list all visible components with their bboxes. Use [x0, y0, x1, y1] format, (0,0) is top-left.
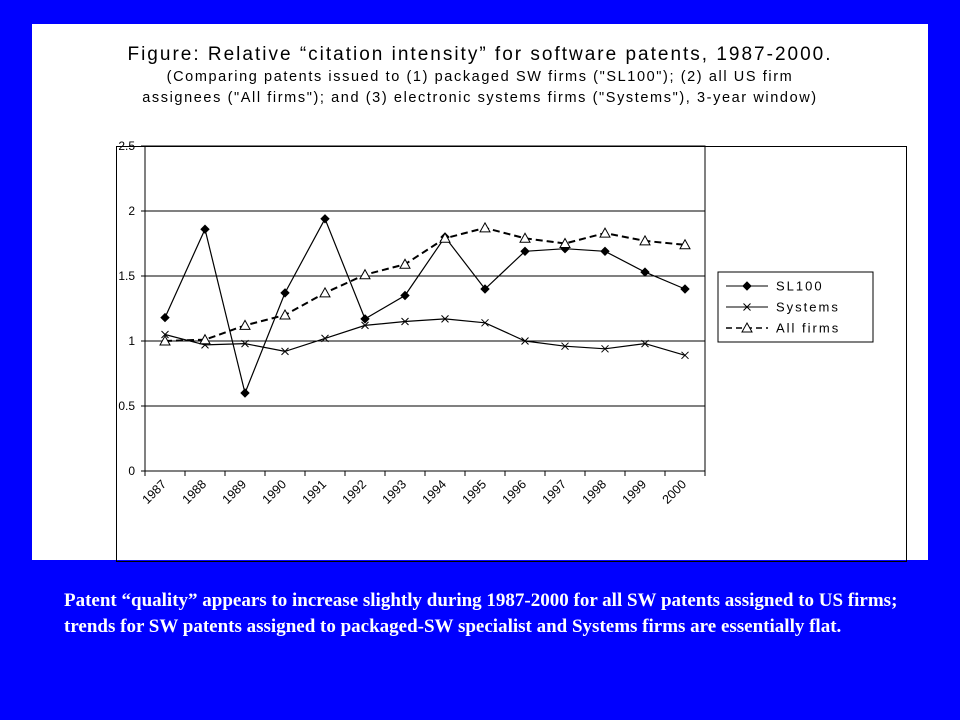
x-tick-label: 1994 — [420, 477, 450, 507]
x-marker — [521, 337, 529, 345]
series-sl100 — [160, 214, 690, 398]
legend-label: Systems — [776, 300, 840, 315]
plot-area-border — [144, 145, 706, 472]
diamond-marker — [160, 312, 170, 323]
x-tick-label: 1997 — [540, 477, 570, 507]
triangle-marker — [239, 319, 251, 330]
x-marker — [441, 315, 449, 323]
legend-entry: SL100 — [726, 279, 824, 294]
slide-caption: Patent “quality” appears to increase sli… — [64, 590, 898, 637]
x-tick-label: 1995 — [460, 477, 490, 507]
x-marker — [681, 351, 689, 360]
legend: SL100 Systems All firms — [717, 271, 874, 343]
x-marker — [161, 330, 169, 339]
x-marker — [281, 347, 289, 356]
line-chart: 0 0.5 1 1.5 2 2.5 1987 1988 1989 1990 1991 1992 1993… — [118, 139, 874, 507]
diamond-marker — [600, 246, 610, 257]
triangle-marker — [319, 286, 331, 298]
triangle-marker — [199, 333, 211, 345]
x-tick-label: 1998 — [580, 477, 610, 507]
diamond-marker — [480, 284, 490, 294]
x-marker — [601, 344, 609, 353]
diamond-marker — [400, 290, 410, 301]
y-tick-label: 1.5 — [118, 269, 135, 283]
x-marker — [321, 334, 329, 343]
diamond-marker — [200, 224, 210, 234]
chart-subtitle-line-1: (Comparing patents issued to (1) package… — [166, 69, 794, 85]
triangle-marker — [639, 234, 651, 246]
series-line — [164, 226, 686, 342]
triangle-marker — [559, 237, 571, 248]
diamond-marker — [742, 281, 752, 291]
x-tick-label: 1990 — [260, 477, 290, 507]
x-tick-label: 1989 — [220, 477, 250, 507]
x-tick-label: 1993 — [380, 477, 410, 507]
triangle-marker — [741, 321, 753, 333]
legend-label: SL100 — [776, 279, 824, 294]
x-tick-label: 1991 — [300, 477, 330, 507]
x-tick-label: 1996 — [500, 477, 530, 507]
chart-title: Figure: Relative “citation intensity” fo… — [127, 44, 833, 65]
diamond-marker — [520, 246, 530, 257]
triangle-marker — [519, 232, 531, 243]
y-tick-label: 1 — [128, 334, 135, 348]
diamond-marker — [360, 314, 370, 324]
x-marker — [241, 339, 249, 348]
legend-entry: Systems — [726, 300, 840, 315]
x-marker — [361, 321, 369, 330]
x-marker — [561, 342, 569, 351]
x-tick-label: 1999 — [620, 477, 650, 507]
x-marker — [743, 303, 751, 311]
x-marker — [401, 317, 409, 326]
chart-subtitle-line-2: assignees ("All firms"); and (3) electro… — [142, 90, 818, 106]
x-marker — [481, 318, 489, 327]
series-line — [164, 217, 686, 395]
y-tick-label: 2 — [128, 204, 135, 218]
legend-entry: All firms — [726, 321, 840, 336]
x-tick-label: 1988 — [180, 477, 210, 507]
diamond-marker — [640, 267, 650, 277]
triangle-marker — [679, 238, 691, 250]
triangle-marker — [359, 268, 371, 280]
diamond-marker — [680, 284, 690, 294]
grid-lines — [145, 145, 705, 472]
y-tick-label: 0 — [128, 464, 135, 478]
y-tick-label: 0.5 — [118, 399, 135, 413]
x-marker — [641, 339, 649, 348]
triangle-marker — [159, 334, 171, 346]
series-lines — [159, 214, 691, 398]
diamond-marker — [320, 214, 330, 224]
axes: 0 0.5 1 1.5 2 2.5 1987 1988 1989 1990 1991 1992 1993… — [118, 139, 706, 507]
x-tick-label: 1987 — [140, 477, 170, 507]
diamond-marker — [240, 388, 250, 398]
x-tick-label: 1992 — [340, 477, 370, 507]
triangle-marker — [399, 258, 411, 269]
x-tick-label: 2000 — [660, 477, 690, 507]
triangle-marker — [439, 232, 451, 243]
legend-label: All firms — [776, 321, 840, 336]
y-tick-label: 2.5 — [118, 139, 135, 153]
triangle-marker — [279, 308, 291, 320]
series-line — [164, 318, 686, 356]
diamond-marker — [280, 288, 290, 298]
series-all-firms — [159, 221, 691, 346]
series-systems — [161, 315, 689, 360]
triangle-marker — [479, 221, 491, 233]
triangle-marker — [599, 227, 611, 238]
